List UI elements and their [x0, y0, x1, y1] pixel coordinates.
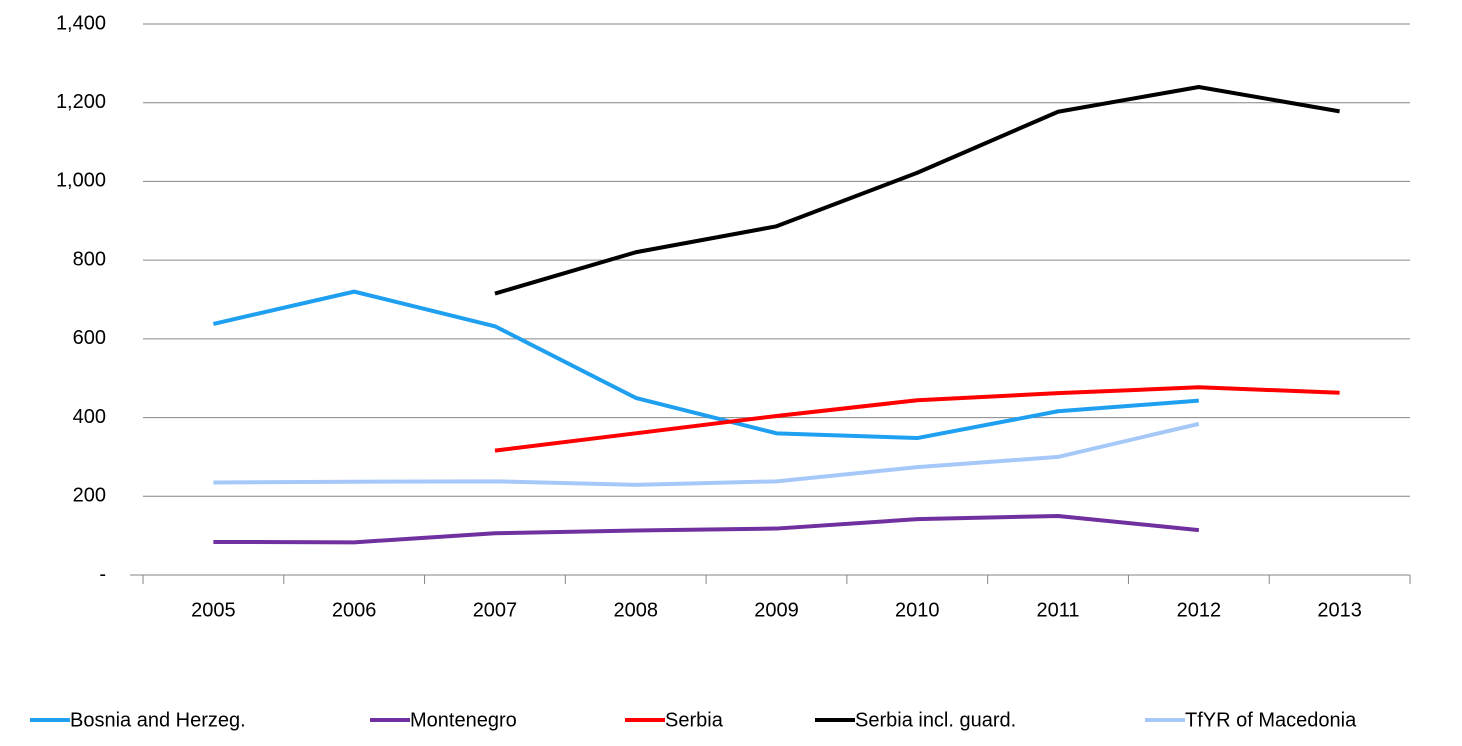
- series-line: [494, 385, 1340, 453]
- legend-label: Serbia incl. guard.: [855, 709, 1016, 731]
- legend-label: TfYR of Macedonia: [1185, 709, 1357, 731]
- x-tick-label: 2010: [895, 599, 940, 621]
- x-tick-label: 2007: [473, 599, 518, 621]
- y-tick-label: 1,400: [56, 12, 106, 34]
- x-tick-label: 2005: [191, 599, 236, 621]
- x-tick-label: 2008: [613, 599, 658, 621]
- x-tick-label: 2012: [1177, 599, 1222, 621]
- legend-label: Serbia: [665, 709, 724, 731]
- x-tick-label: 2011: [1037, 599, 1080, 621]
- x-tick-label: 2013: [1317, 599, 1362, 621]
- series-line: [213, 513, 1200, 545]
- y-tick-label: 800: [73, 248, 106, 270]
- series-line: [494, 84, 1340, 296]
- y-tick-label: 1,200: [56, 91, 106, 113]
- y-tick-label: 600: [73, 327, 106, 349]
- legend-label: Bosnia and Herzeg.: [70, 709, 246, 731]
- legend-label: Montenegro: [410, 709, 517, 731]
- x-tick-label: 2006: [332, 599, 377, 621]
- y-tick-label: 400: [73, 406, 106, 428]
- y-tick-label: 1,000: [56, 170, 106, 192]
- y-tick-label: -: [99, 563, 106, 585]
- y-tick-label: 200: [73, 485, 106, 507]
- series-line: [212, 289, 1199, 441]
- x-tick-label: 2009: [754, 599, 799, 621]
- series-line: [213, 421, 1200, 487]
